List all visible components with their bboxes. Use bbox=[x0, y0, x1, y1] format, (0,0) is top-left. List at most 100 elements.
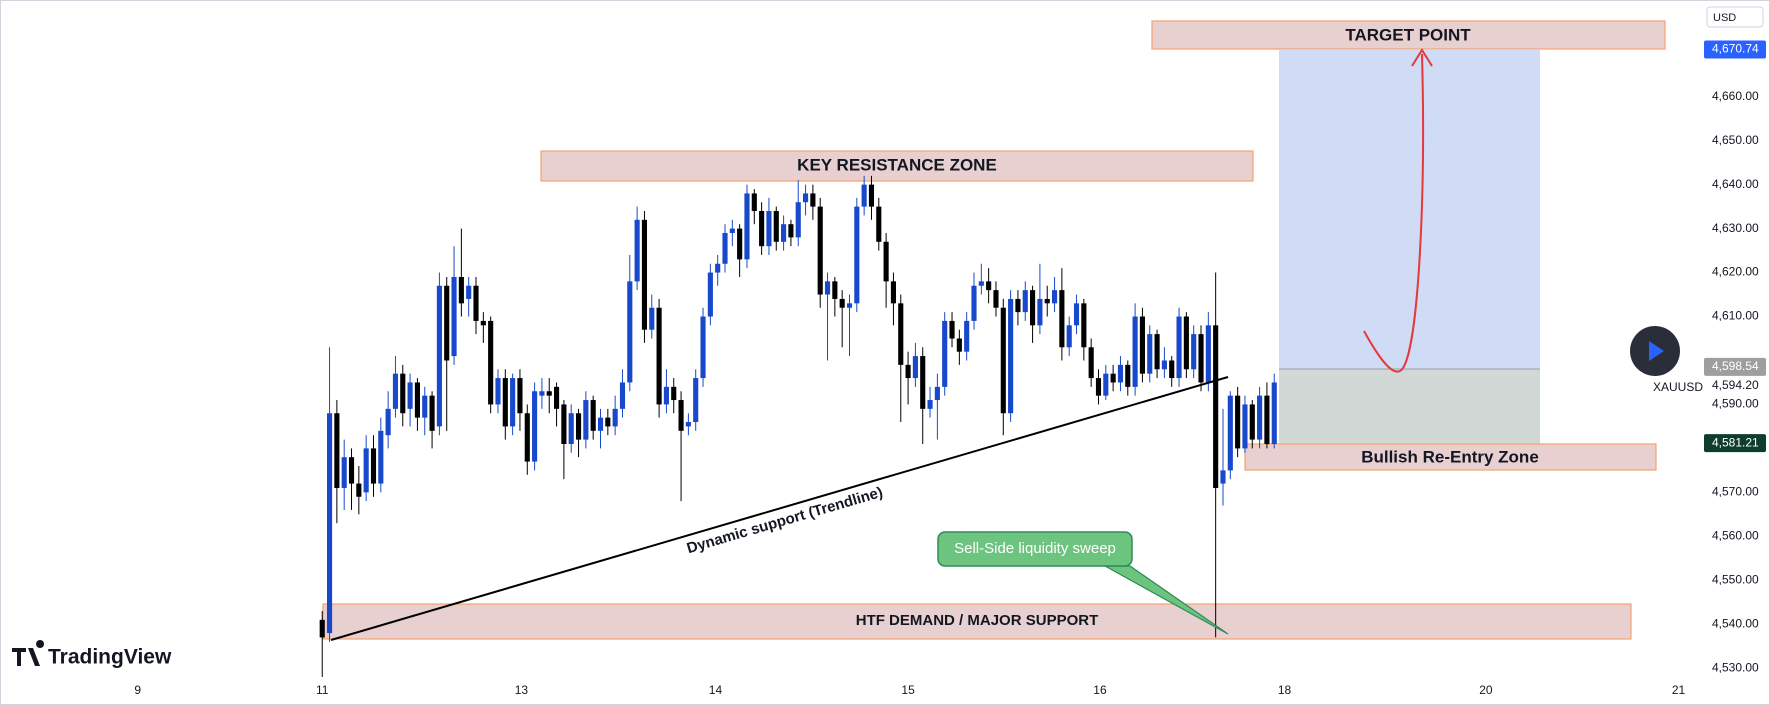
currency-box[interactable] bbox=[1706, 6, 1764, 28]
arrow-curve bbox=[1363, 53, 1425, 373]
candle-body bbox=[422, 395, 428, 418]
candle-body bbox=[1235, 395, 1241, 449]
x-tick-label: 11 bbox=[316, 683, 329, 697]
candle-body bbox=[378, 430, 384, 484]
candle-body bbox=[839, 298, 845, 308]
candle-body bbox=[1095, 378, 1102, 396]
candle-body bbox=[1264, 395, 1270, 445]
candle-body bbox=[1161, 360, 1167, 370]
candle-body bbox=[1073, 303, 1080, 326]
candle-body bbox=[795, 202, 801, 238]
candle-body bbox=[502, 378, 508, 427]
candle-body bbox=[649, 307, 655, 330]
x-tick-label: 21 bbox=[1672, 683, 1686, 697]
candle-body bbox=[971, 285, 977, 321]
symbol-label: XAUUSD bbox=[1653, 380, 1703, 394]
resistance-zone bbox=[540, 150, 1254, 182]
candle-body bbox=[407, 382, 413, 409]
candle-body bbox=[956, 338, 962, 352]
price-tag bbox=[1704, 357, 1766, 376]
candle-body bbox=[583, 400, 589, 440]
candle-body bbox=[568, 413, 574, 445]
price-tag-label: 4,581.21 bbox=[1712, 435, 1759, 449]
candle-body bbox=[773, 211, 779, 242]
candle-body bbox=[1242, 404, 1248, 449]
candle-body bbox=[854, 206, 860, 304]
candle-body bbox=[488, 320, 494, 405]
candle-body bbox=[1227, 395, 1233, 471]
candle-body bbox=[656, 307, 662, 405]
arrow-head bbox=[1411, 48, 1433, 67]
candle-body bbox=[400, 373, 406, 414]
candle-body bbox=[1110, 373, 1116, 383]
candle-body bbox=[1154, 334, 1160, 370]
candle-body bbox=[751, 193, 757, 212]
candle-body bbox=[1066, 325, 1072, 348]
candle-body bbox=[473, 285, 479, 321]
candle-body bbox=[575, 413, 582, 440]
x-tick-label: 15 bbox=[901, 683, 915, 697]
candle-body bbox=[685, 422, 691, 427]
candle-body bbox=[319, 619, 325, 638]
candles bbox=[319, 175, 1277, 677]
x-tick-label: 18 bbox=[1278, 683, 1292, 697]
candle-body bbox=[1213, 325, 1219, 488]
y-tick-label: 4,560.00 bbox=[1712, 528, 1759, 542]
price-tag-label: 4,598.54 bbox=[1712, 359, 1759, 373]
candle-body bbox=[480, 320, 486, 326]
candle-body bbox=[802, 193, 809, 203]
stop-zone bbox=[1279, 369, 1540, 444]
candle-body bbox=[619, 382, 626, 409]
candle-body bbox=[824, 281, 831, 295]
candle-body bbox=[1081, 303, 1087, 348]
candle-body bbox=[898, 303, 904, 365]
candle-body bbox=[612, 408, 618, 427]
x-tick-label: 13 bbox=[515, 683, 529, 697]
candle-body bbox=[561, 404, 567, 445]
candle-body bbox=[1125, 364, 1131, 387]
candle-body bbox=[1088, 347, 1094, 379]
target-zone bbox=[1151, 20, 1666, 50]
candle-body bbox=[1037, 298, 1043, 326]
candle-body bbox=[912, 356, 918, 379]
candle-body bbox=[1257, 395, 1263, 440]
candle-body bbox=[1051, 290, 1058, 304]
candle-body bbox=[1117, 364, 1124, 383]
x-tick-label: 16 bbox=[1093, 683, 1107, 697]
candle-body bbox=[414, 382, 420, 418]
candle-body bbox=[846, 303, 853, 308]
candle-body bbox=[1000, 307, 1006, 414]
candle-body bbox=[759, 211, 765, 247]
reentry-label: Bullish Re-Entry Zone bbox=[1361, 447, 1539, 466]
brand-name: TradingView bbox=[48, 646, 172, 669]
candle-body bbox=[392, 373, 399, 409]
candle-body bbox=[1169, 360, 1175, 379]
y-tick-label: 4,540.00 bbox=[1712, 616, 1759, 630]
y-tick-label: 4,640.00 bbox=[1712, 177, 1759, 191]
candle-body bbox=[524, 413, 530, 462]
candle-body bbox=[370, 448, 377, 484]
y-tick-label: 4,660.00 bbox=[1712, 89, 1759, 103]
candle-body bbox=[678, 400, 684, 431]
candle-body bbox=[597, 417, 604, 431]
candle-body bbox=[722, 232, 728, 264]
logo: TradingView bbox=[12, 640, 172, 669]
candle-body bbox=[444, 285, 450, 361]
candle-body bbox=[1205, 325, 1211, 383]
y-tick-label: 4,610.00 bbox=[1712, 309, 1759, 323]
price-tag-label: 4,594.20 bbox=[1712, 378, 1759, 392]
candle-body bbox=[671, 386, 677, 401]
candle-body bbox=[1183, 316, 1189, 370]
candle-body bbox=[1008, 298, 1014, 414]
candle-body bbox=[451, 276, 457, 357]
price-tag bbox=[1704, 40, 1766, 59]
candle-body bbox=[627, 281, 633, 383]
candle-body bbox=[934, 386, 940, 401]
price-tag bbox=[1704, 376, 1766, 395]
candle-body bbox=[495, 378, 501, 405]
candle-body bbox=[861, 184, 867, 207]
candle-body bbox=[510, 378, 516, 427]
candle-body bbox=[905, 364, 911, 379]
